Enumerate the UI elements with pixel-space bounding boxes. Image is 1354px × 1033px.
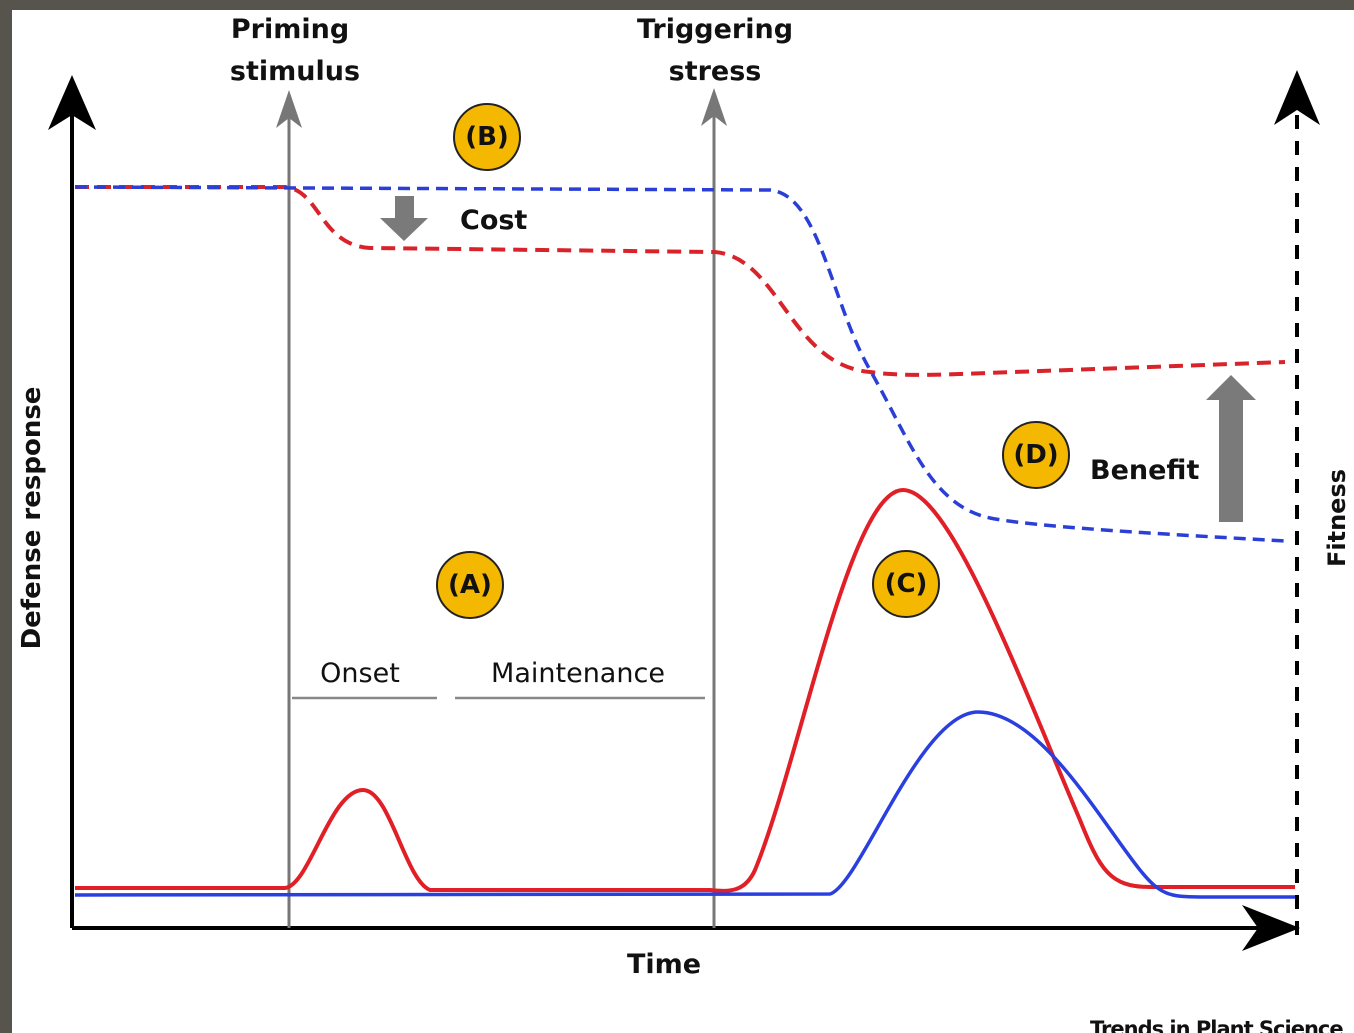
badge-label: (A) (448, 570, 492, 600)
y2-arrow (1274, 70, 1320, 125)
badge (872, 550, 940, 618)
primed-fitness (75, 185, 1286, 377)
panel (12, 10, 1354, 1033)
benefit-label: Benefit (1090, 455, 1199, 486)
stimulus-label: stimulus (230, 56, 360, 87)
badge (453, 103, 521, 171)
badge (436, 551, 504, 619)
credit: Trends in Plant Science (1090, 1017, 1343, 1033)
unprimed-response (74, 710, 1295, 899)
stimulus-label: Triggering (637, 14, 793, 45)
stimulus-label: Priming (231, 14, 349, 45)
y2-axis-label: Fitness (1323, 469, 1351, 567)
cost-label: Cost (460, 205, 527, 236)
badge (1002, 421, 1070, 489)
trigger-arrow (701, 88, 727, 126)
badge-label: (B) (465, 122, 509, 152)
x-arrow (1242, 905, 1300, 951)
priming-arrow (276, 90, 302, 128)
onset-label: Onset (320, 658, 400, 689)
cost-arrow (380, 196, 428, 241)
badge-label: (D) (1013, 440, 1058, 470)
primed-response (75, 487, 1295, 893)
stimulus-label: stress (669, 56, 762, 87)
y-arrow (48, 75, 96, 130)
badge-label: (C) (885, 569, 928, 599)
x-axis-label: Time (627, 949, 701, 980)
maintenance-label: Maintenance (491, 658, 665, 689)
y-axis-label: Defense response (17, 387, 47, 650)
benefit-arrow (1206, 375, 1256, 522)
